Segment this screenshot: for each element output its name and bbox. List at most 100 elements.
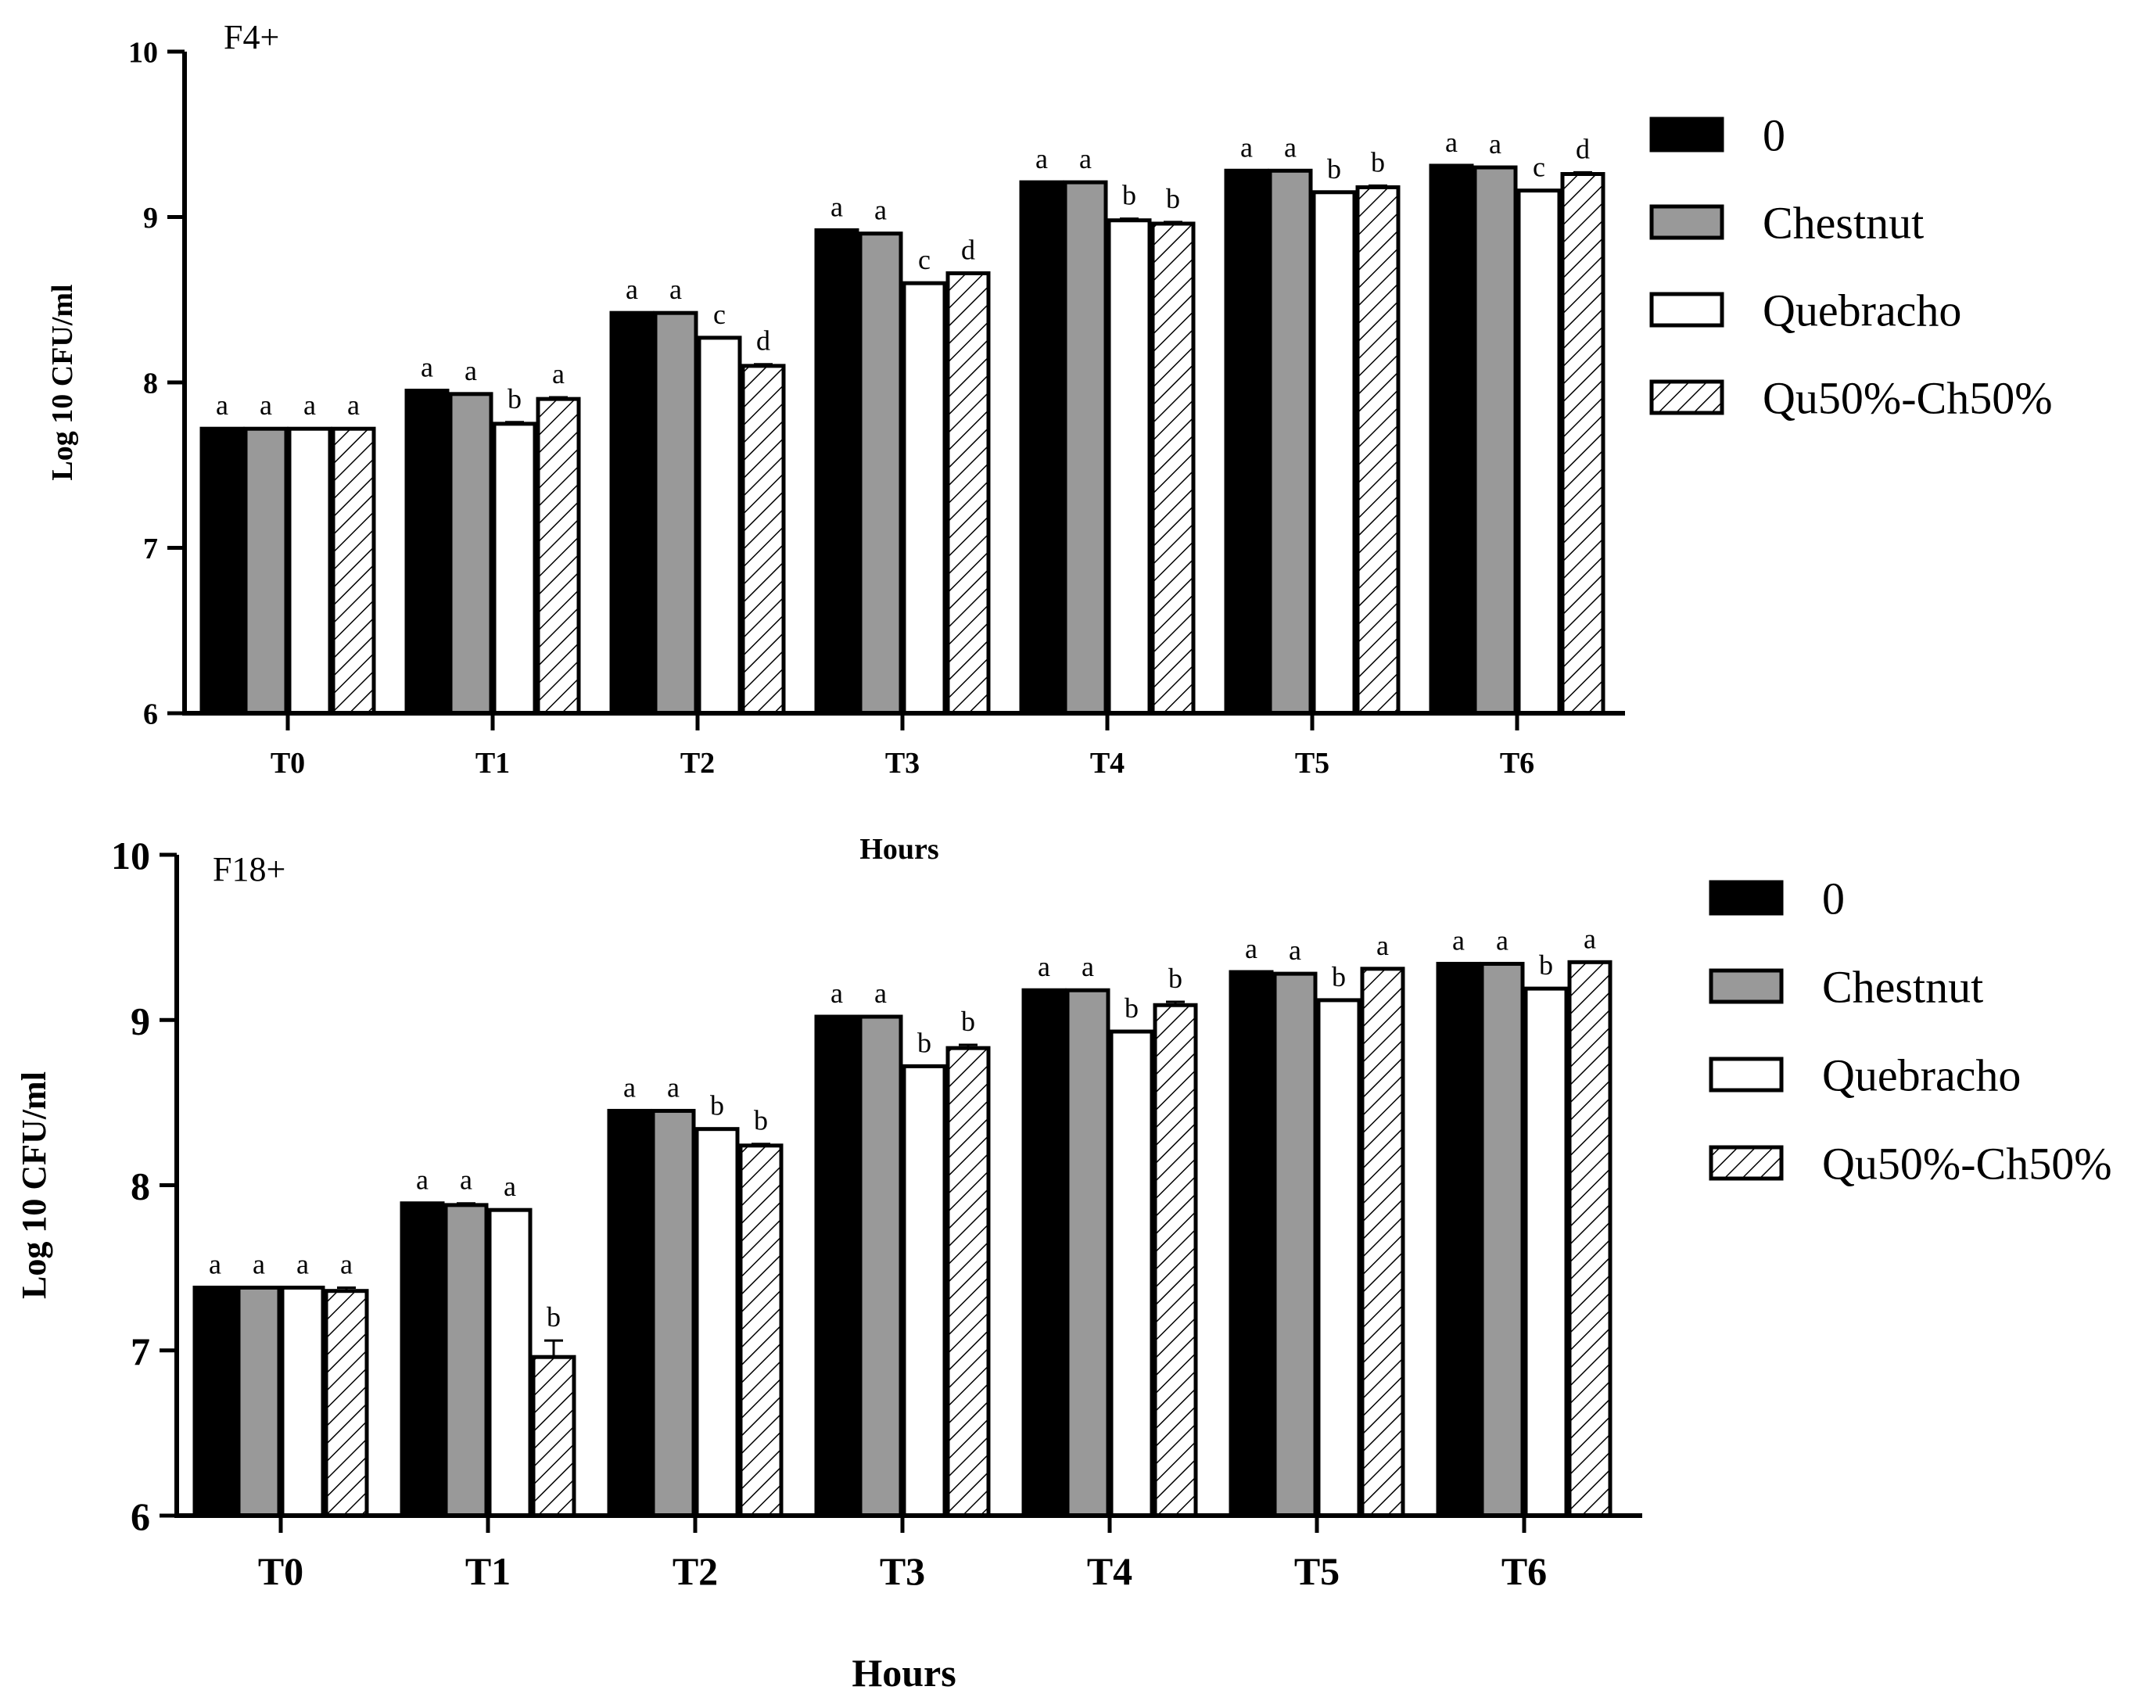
significance-letter: a [874,978,887,1009]
bar-F18+-T2-Chestnut [651,1108,696,1518]
y-tick-label: 8 [143,368,158,400]
x-tick-label: T5 [1294,1549,1340,1593]
significance-letter: a [1489,128,1501,160]
significance-letter: c [713,299,726,330]
bar-F18+-T4-Quebracho [1109,1029,1154,1518]
significance-letter: b [1327,153,1341,185]
bar-F18+-T5-Chestnut [1272,971,1318,1518]
legend-label: 0 [1822,873,1845,924]
bar-F4+-T3-Qu50%-Ch50% [945,271,991,716]
bar-F4+-T1-Qu50%-Ch50% [536,396,581,716]
significance-letter: a [465,355,477,386]
bar-F4+-T2-0 [609,310,655,716]
significance-letter: c [918,244,931,275]
significance-letter: a [416,1164,429,1196]
y-tick-label: 8 [131,1164,150,1208]
legend-label: Qu50%-Ch50% [1822,1138,2112,1189]
significance-letter: d [1576,133,1590,164]
y-axis-title: Log 10 CFU/ml [46,284,79,480]
x-axis-title: Hours [852,1651,956,1695]
bar-F4+-T5-Quebracho [1311,190,1357,716]
bar-F18+-T6-0 [1436,961,1481,1518]
x-tick-label: T0 [271,747,305,780]
bar-F18+-T5-Quebracho [1316,998,1361,1518]
y-tick-label: 6 [143,698,158,731]
significance-letter: a [669,274,682,305]
bar-F4+-T3-Chestnut [858,231,903,716]
legend-swatch [1649,292,1724,328]
legend-label: Quebracho [1822,1050,2021,1100]
y-tick-label: 6 [131,1494,150,1538]
significance-letter: a [667,1071,680,1103]
x-axis-title: Hours [859,833,938,866]
legend-label: 0 [1763,109,1785,160]
bar-F18+-T0-0 [192,1285,238,1518]
panel-title: F18+ [213,850,285,888]
bar-F18+-T1-0 [400,1201,445,1518]
significance-letter: a [303,389,316,421]
significance-letter: a [460,1164,472,1196]
significance-letter: c [1533,152,1545,183]
significance-letter: a [1289,935,1301,966]
y-tick-label: 10 [111,834,150,877]
bar-F18+-T1-Quebracho [487,1207,533,1518]
x-tick-label: T4 [1090,747,1125,780]
bar-F18+-T0-Qu50%-Ch50% [324,1289,369,1518]
bar-F4+-T1-Quebracho [492,422,537,716]
bar-F18+-T1-Chestnut [443,1203,489,1518]
bar-F18+-T3-Qu50%-Ch50% [945,1046,991,1518]
bar-F4+-T0-Qu50%-Ch50% [331,426,376,716]
significance-letter: a [1035,143,1048,174]
bar-F18+-T5-Qu50%-Ch50% [1360,967,1405,1518]
significance-letter: a [1245,933,1257,964]
significance-letter: d [961,234,975,265]
significance-letter: a [1445,127,1458,158]
significance-letter: a [874,195,887,226]
significance-letter: a [626,274,638,305]
bar-F4+-T2-Quebracho [697,336,742,716]
bar-F4+-T5-Chestnut [1268,168,1313,716]
bar-F18+-T6-Qu50%-Ch50% [1567,960,1613,1518]
significance-letter: a [830,191,843,222]
y-axis-title: Log 10 CFU/ml [15,1071,53,1299]
x-tick-label: T6 [1501,1549,1547,1593]
bar-F4+-T0-Quebracho [287,426,332,716]
significance-letter: a [504,1171,516,1202]
bar-F4+-T1-0 [404,389,450,716]
significance-letter: b [754,1105,768,1136]
bar-F18+-T2-0 [607,1108,652,1518]
x-tick-label: T4 [1087,1549,1132,1593]
x-tick-label: T0 [258,1549,303,1593]
significance-letter: a [347,389,360,421]
significance-letter: a [1079,143,1092,174]
significance-letter: a [1082,951,1094,982]
bar-F18+-T1-Qu50%-Ch50% [531,1355,576,1518]
bar-F18+-T2-Quebracho [694,1127,740,1518]
bar-F4+-T1-Chestnut [448,392,493,716]
significance-letter: a [1038,951,1050,982]
significance-letter: b [547,1301,561,1333]
x-tick-label: T5 [1295,747,1329,780]
significance-letter: a [1240,131,1253,163]
bar-F4+-T6-0 [1429,163,1474,716]
y-tick-label: 10 [128,37,158,70]
significance-letter: a [623,1071,636,1103]
legend-swatch [1709,1145,1784,1181]
significance-letter: b [1371,146,1385,178]
bar-F18+-T3-Chestnut [858,1014,903,1518]
legend-swatch [1649,117,1724,152]
bar-F4+-T4-0 [1019,180,1064,716]
bar-F4+-T6-Quebracho [1516,188,1562,716]
bar-F4+-T0-0 [199,426,245,716]
legend-swatch [1709,968,1784,1004]
bar-F4+-T4-Qu50%-Ch50% [1150,221,1196,716]
legend-label: Chestnut [1763,197,1924,248]
significance-letter: a [1452,924,1465,956]
bar-F4+-T3-0 [814,228,859,716]
x-tick-label: T3 [885,747,920,780]
x-tick-label: T2 [673,1549,718,1593]
bar-F4+-T3-Quebracho [902,281,947,716]
